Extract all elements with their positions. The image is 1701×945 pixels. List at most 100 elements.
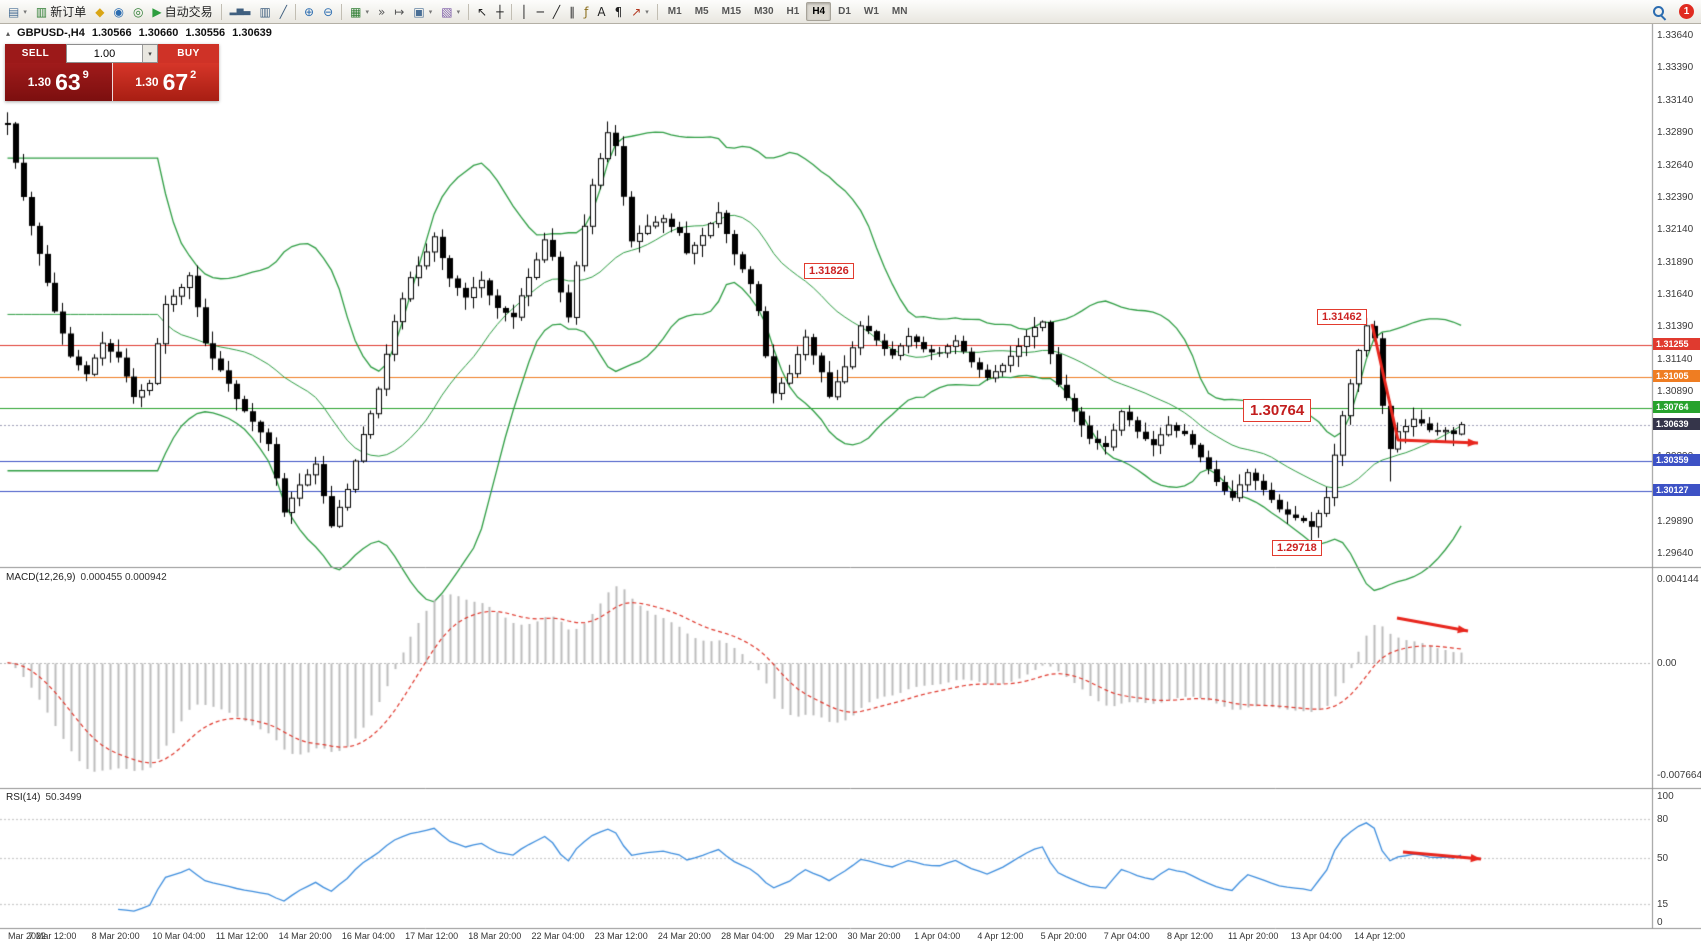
trendline-icon[interactable]: ╱ <box>549 1 564 23</box>
auto-scroll-icon-glyph: » <box>378 4 386 19</box>
auto-trading-button[interactable]: ▶ 自动交易 <box>148 1 216 23</box>
templates-icon[interactable]: ▧ ▾ <box>437 1 464 23</box>
toolbar-separator <box>341 3 343 20</box>
current-price-tag: 1.30639 <box>1653 417 1700 430</box>
line-chart-icon[interactable]: ╱ <box>276 1 291 23</box>
volume-dropdown-button[interactable]: ▾ <box>142 45 157 62</box>
new-chart-icon[interactable]: ▤ ▾ <box>4 1 31 23</box>
trendline-icon-glyph: ╱ <box>552 4 561 19</box>
new-order-button-label: 新订单 <box>50 5 87 19</box>
zoom-in-icon-glyph: ⊕ <box>304 4 315 19</box>
timeframe-m15[interactable]: M15 <box>721 6 742 17</box>
search-icon[interactable] <box>1651 4 1667 21</box>
new-order-button[interactable]: ▥ 新订单 <box>32 1 90 23</box>
rsi-axis-label: 100 <box>1657 791 1674 802</box>
sell-label: SELL <box>5 44 66 63</box>
indicators-icon[interactable]: ▦ ▾ <box>346 1 373 23</box>
timeframe-m5[interactable]: M5 <box>694 6 709 17</box>
time-axis-label: 11 Apr 20:00 <box>1228 931 1279 941</box>
time-axis-label: 30 Mar 20:00 <box>847 931 901 941</box>
time-axis-label: 22 Mar 04:00 <box>531 931 585 941</box>
bar-chart-icon[interactable]: ▂▅▃ <box>226 1 255 23</box>
market-watch-icon[interactable]: ◉ <box>109 1 127 23</box>
zoom-in-icon[interactable]: ⊕ <box>300 1 318 23</box>
ohlc-header: ▴ GBPUSD-,H4 1.30566 1.30660 1.30556 1.3… <box>6 27 272 39</box>
sell-button[interactable]: 1.30 63 9 <box>5 63 113 101</box>
auto-trading-button-label: 自动交易 <box>164 5 213 19</box>
annotation-box[interactable]: 1.31826 <box>804 263 854 279</box>
arrows-icon-dropdown[interactable]: ▾ <box>645 8 649 16</box>
annotation-box[interactable]: 1.30764 <box>1243 399 1312 422</box>
timeframe-m30[interactable]: M30 <box>754 6 774 17</box>
macd-values: 0.000455 0.000942 <box>80 572 167 583</box>
vertical-line-icon[interactable]: │ <box>516 1 531 23</box>
macd-label: MACD(12,26,9) 0.000455 0.000942 <box>6 572 167 583</box>
channel-icon[interactable]: ∥ <box>565 1 579 23</box>
crosshair-icon[interactable]: ┼ <box>492 1 507 23</box>
chart-shift-icon[interactable]: ↦ <box>390 1 408 23</box>
rsi-values: 50.3499 <box>45 792 82 803</box>
buy-label: BUY <box>158 44 219 63</box>
cursor-icon[interactable]: ↖ <box>473 1 491 23</box>
auto-trading-button-glyph: ▶ <box>152 4 162 19</box>
tile-windows-icon-dropdown[interactable]: ▾ <box>428 8 433 16</box>
fibonacci-icon[interactable]: ƒ <box>580 1 592 23</box>
macd-name: MACD(12,26,9) <box>6 572 76 583</box>
rsi-axis-label: 0 <box>1657 917 1663 928</box>
annotation-box[interactable]: 1.29718 <box>1272 540 1322 556</box>
price-level-tag: 1.30127 <box>1653 483 1700 496</box>
buy-button[interactable]: 1.30 67 2 <box>112 63 219 101</box>
low-value: 1.30556 <box>185 27 226 39</box>
zoom-out-icon[interactable]: ⊖ <box>319 1 337 23</box>
fibonacci-icon-glyph: ƒ <box>584 4 589 19</box>
search-lens <box>1653 5 1664 17</box>
time-axis-label: 10 Mar 04:00 <box>152 931 206 941</box>
search-handle <box>1660 14 1667 21</box>
rsi-axis-label: 50 <box>1657 853 1669 864</box>
macd-axis-label: -0.007664 <box>1657 770 1701 781</box>
auto-scroll-icon[interactable]: » <box>374 1 389 23</box>
horizontal-line-icon[interactable]: ─ <box>533 1 548 23</box>
time-axis-label: Mar 2022 <box>8 931 47 941</box>
templates-icon-dropdown[interactable]: ▾ <box>456 8 461 16</box>
metaeditor-icon[interactable]: ◆ <box>91 1 108 23</box>
candlestick-chart-icon[interactable]: ▥ <box>255 1 274 23</box>
notification-badge[interactable]: 1 <box>1679 4 1694 19</box>
text-icon-glyph: A <box>597 4 606 19</box>
new-order-button-glyph: ▥ <box>35 4 48 19</box>
vertical-line-icon-glyph: │ <box>520 4 528 19</box>
price-axis-label: 1.29890 <box>1657 515 1694 527</box>
timeframe-h1[interactable]: H1 <box>786 6 800 17</box>
time-axis-label: 14 Mar 20:00 <box>278 931 332 941</box>
price-axis-label: 1.31390 <box>1657 321 1694 333</box>
sell-price-figure: 1.30 <box>27 75 52 89</box>
timeframe-mn[interactable]: MN <box>891 6 908 17</box>
text-label-icon[interactable]: ¶ <box>611 1 627 23</box>
volume-input[interactable] <box>67 45 142 62</box>
text-icon[interactable]: A <box>593 1 609 23</box>
zoom-out-icon-glyph: ⊖ <box>323 4 334 19</box>
timeframe-w1[interactable]: W1 <box>863 6 879 17</box>
timeframe-h4[interactable]: H4 <box>806 2 832 21</box>
timeframe-m1[interactable]: M1 <box>667 6 682 17</box>
timeframe-d1[interactable]: D1 <box>838 6 851 17</box>
chart-canvas[interactable] <box>0 24 1701 945</box>
arrows-icon[interactable]: ↗ ▾ <box>627 1 653 23</box>
buy-price-point: 2 <box>190 69 197 81</box>
one-click-toggle-icon[interactable]: ▴ <box>6 28 11 38</box>
price-axis-label: 1.31890 <box>1657 256 1694 268</box>
new-chart-icon-dropdown[interactable]: ▾ <box>23 8 27 16</box>
indicators-icon-dropdown[interactable]: ▾ <box>365 8 369 16</box>
macd-axis-label: 0.00 <box>1657 657 1677 669</box>
navigator-icon[interactable]: ◎ <box>129 1 147 23</box>
tile-windows-icon[interactable]: ▣ ▾ <box>409 1 436 23</box>
time-axis-label: 23 Mar 12:00 <box>594 931 648 941</box>
rsi-label: RSI(14) 50.3499 <box>6 792 82 803</box>
market-watch-icon-glyph: ◉ <box>113 4 124 19</box>
open-value: 1.30566 <box>91 27 132 39</box>
metaeditor-icon-glyph: ◆ <box>95 4 105 19</box>
annotation-box[interactable]: 1.31462 <box>1317 309 1367 325</box>
toolbar-separator <box>511 3 513 20</box>
